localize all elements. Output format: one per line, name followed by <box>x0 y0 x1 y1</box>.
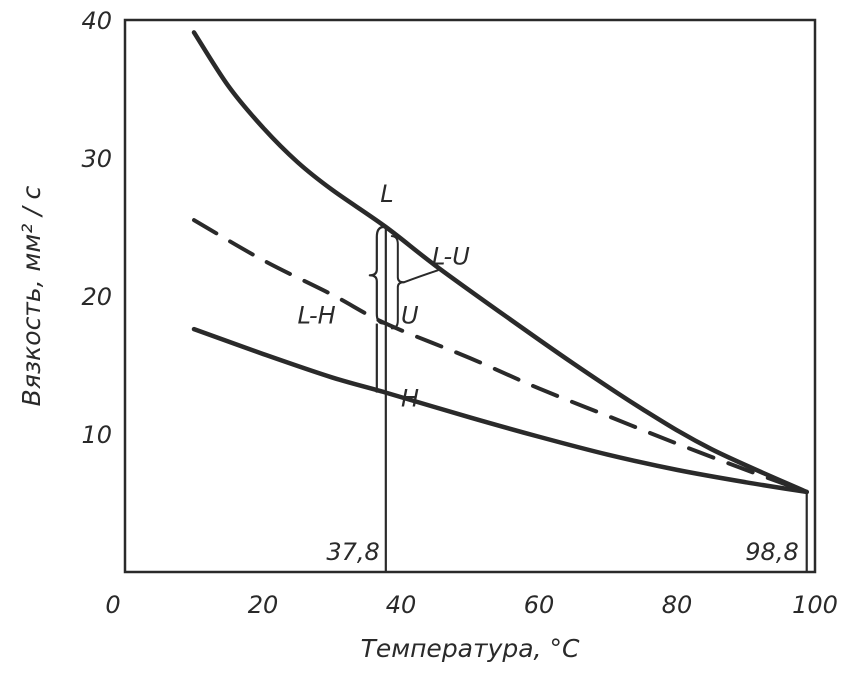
y-axis-label: Вязкость, мм² / с <box>17 185 46 406</box>
x-tick-label: 40 <box>386 591 417 619</box>
series-line-u <box>192 218 809 494</box>
annotation-u: U <box>401 302 419 330</box>
annotation-l-h: L-H <box>298 302 336 330</box>
x-tick-label: 0 <box>105 591 120 619</box>
x-tick-labels: 0 20 40 60 80 100 <box>105 591 838 619</box>
y-tick-label: 10 <box>81 421 112 449</box>
reference-lines <box>384 227 808 572</box>
reference-label-2: 98,8 <box>745 538 798 566</box>
annotation-l: L <box>380 180 393 208</box>
y-tick-label: 30 <box>81 145 112 173</box>
series-line-h <box>191 326 809 495</box>
series-layer <box>191 30 809 495</box>
plot-frame <box>123 18 817 574</box>
annotations: L L-U U L-H H <box>298 180 471 412</box>
y-tick-labels: 10 20 30 40 <box>81 7 112 449</box>
x-tick-label: 100 <box>792 591 838 619</box>
y-tick-label: 20 <box>81 283 112 311</box>
reference-labels: 37,8 98,8 <box>326 538 798 566</box>
y-tick-label: 40 <box>81 7 112 35</box>
annotation-h: H <box>401 384 419 412</box>
reference-label-1: 37,8 <box>326 538 379 566</box>
x-tick-label: 80 <box>662 591 693 619</box>
brace-l-u <box>368 225 385 325</box>
x-tick-label: 60 <box>524 591 555 619</box>
difference-braces <box>368 225 439 393</box>
series-line-l <box>191 30 809 495</box>
x-tick-label: 20 <box>248 591 279 619</box>
leader-l-u <box>402 269 439 284</box>
annotation-l-u: L-U <box>432 242 470 270</box>
x-axis-label: Температура, °С <box>361 634 580 663</box>
